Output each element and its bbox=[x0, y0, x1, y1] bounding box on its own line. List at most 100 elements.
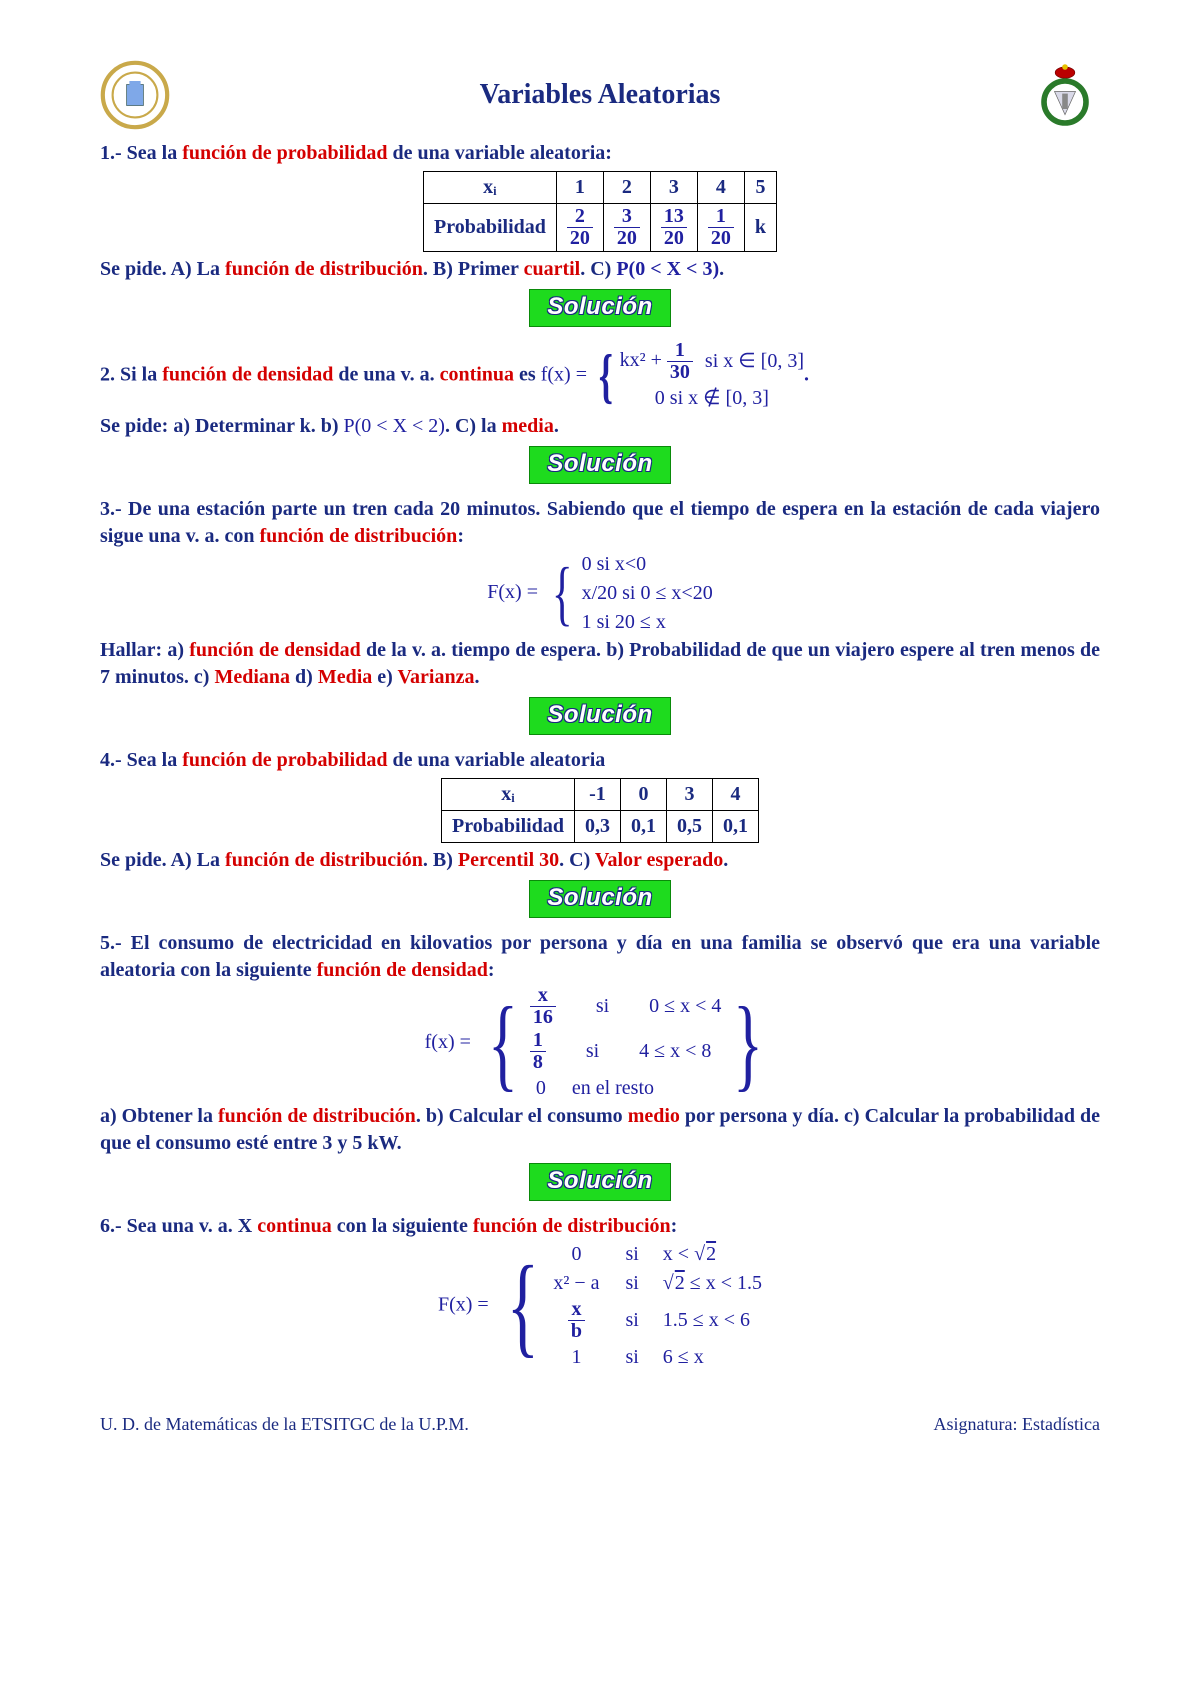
t: e) bbox=[372, 666, 397, 688]
math-expr: P(0 < X < 2) bbox=[344, 415, 445, 437]
td: Probabilidad bbox=[442, 811, 575, 843]
t: x/20 si 0 ≤ x<20 bbox=[582, 579, 713, 608]
q1-th-5: 5 bbox=[744, 172, 776, 204]
t: . B) Primer bbox=[423, 258, 524, 280]
t: media bbox=[502, 415, 554, 437]
q1-ask: Se pide. A) La función de distribución. … bbox=[100, 256, 1100, 283]
t: . bbox=[554, 415, 559, 437]
t: . C) la bbox=[445, 415, 502, 437]
t: 6 ≤ x bbox=[663, 1344, 704, 1371]
solucion-button-q3[interactable]: Solución bbox=[529, 697, 671, 735]
q1-td-5: k bbox=[744, 204, 776, 252]
frac-den: 30 bbox=[667, 362, 693, 383]
t: con la siguiente bbox=[332, 1215, 473, 1237]
q1-text-b: de una variable aleatoria: bbox=[387, 142, 611, 164]
t: si x ∈ [0, 3] bbox=[705, 348, 804, 375]
q2-ask: Se pide: a) Determinar k. b) P(0 < X < 2… bbox=[100, 413, 1100, 440]
t: de una variable aleatoria bbox=[387, 749, 605, 771]
q4-prompt: 4.- Sea la función de probabilidad de un… bbox=[100, 747, 1100, 774]
t: . B) bbox=[423, 849, 458, 871]
t: x² − a bbox=[551, 1270, 601, 1297]
t: 1 si 20 ≤ x bbox=[582, 608, 713, 637]
brace-left-icon: { bbox=[487, 984, 519, 1103]
t: función de probabilidad bbox=[182, 749, 387, 771]
seal-left-icon bbox=[100, 60, 170, 130]
t: . bbox=[723, 849, 728, 871]
t: función de distribución bbox=[259, 525, 457, 547]
t: Se pide. A) La bbox=[100, 258, 225, 280]
t: Percentil 30 bbox=[458, 849, 559, 871]
t: 3.- De una estación parte un tren cada 2… bbox=[100, 498, 1100, 547]
t: si bbox=[586, 1038, 599, 1065]
t: Se pide. A) La bbox=[100, 849, 225, 871]
math-fx: F(x) = bbox=[438, 1294, 494, 1316]
q1-th-xi: xᵢ bbox=[423, 172, 556, 204]
q2-piecewise: { kx² + 130 si x ∈ [0, 3] 0 si x ∉ [0, 3… bbox=[592, 339, 804, 413]
t: función de densidad bbox=[189, 639, 361, 661]
math-fx: f(x) = bbox=[541, 364, 592, 386]
q1-td-3: 1320 bbox=[650, 204, 697, 252]
math-fx: F(x) = bbox=[487, 581, 543, 603]
th: 3 bbox=[666, 779, 712, 811]
t: . C) bbox=[580, 258, 616, 280]
crest-right-icon bbox=[1030, 60, 1100, 130]
solucion-button-q1[interactable]: Solución bbox=[529, 289, 671, 327]
td: 0,5 bbox=[666, 811, 712, 843]
frac-den: 20 bbox=[567, 228, 593, 249]
frac-num: 1 bbox=[667, 340, 693, 362]
q3-prompt: 3.- De una estación parte un tren cada 2… bbox=[100, 496, 1100, 550]
q1-td-1: 220 bbox=[556, 204, 603, 252]
t: a) Obtener la bbox=[100, 1105, 218, 1127]
q6-piecewise: F(x) = { 0 si x < √2 x² − a si √2 ≤ x < … bbox=[100, 1240, 1100, 1372]
q5-ask: a) Obtener la función de distribución. b… bbox=[100, 1103, 1100, 1157]
frac-den: 20 bbox=[661, 228, 687, 249]
t: función de distribución bbox=[225, 849, 423, 871]
t: de una v. a. bbox=[333, 364, 439, 386]
td: 0,1 bbox=[620, 811, 666, 843]
frac-den: b bbox=[568, 1321, 585, 1342]
solucion-button-q5[interactable]: Solución bbox=[529, 1163, 671, 1201]
footer: U. D. de Matemáticas de la ETSITGC de la… bbox=[100, 1412, 1100, 1436]
t: . bbox=[719, 258, 724, 280]
q1-td-label: Probabilidad bbox=[423, 204, 556, 252]
t: . bbox=[474, 666, 479, 688]
frac-num: 1 bbox=[530, 1030, 546, 1052]
t: √ bbox=[663, 1272, 674, 1294]
t: función de distribución bbox=[473, 1215, 671, 1237]
t: 5.- El consumo de electricidad en kilova… bbox=[100, 932, 1100, 981]
t: es bbox=[514, 364, 541, 386]
brace-right-icon: } bbox=[732, 984, 764, 1103]
q6-prompt: 6.- Sea una v. a. X continua con la sigu… bbox=[100, 1213, 1100, 1240]
math-expr: P(0 < X < 3) bbox=[616, 258, 719, 280]
brace-left-icon: { bbox=[598, 339, 615, 413]
q1-th-1: 1 bbox=[556, 172, 603, 204]
solucion-button-q4[interactable]: Solución bbox=[529, 880, 671, 918]
brace-left-icon: { bbox=[505, 1240, 540, 1372]
t: 2 bbox=[674, 1272, 685, 1294]
t: si bbox=[625, 1344, 638, 1371]
q1-th-2: 2 bbox=[603, 172, 650, 204]
q5-piecewise: f(x) = { x16 si 0 ≤ x < 4 18 si 4 ≤ x < … bbox=[100, 984, 1100, 1103]
t: 2 bbox=[705, 1243, 716, 1265]
header: Variables Aleatorias bbox=[100, 60, 1100, 130]
frac-num: x bbox=[568, 1299, 585, 1321]
q1-prompt: 1.- Sea la función de probabilidad de un… bbox=[100, 140, 1100, 167]
t: cuartil bbox=[524, 258, 581, 280]
q4-table: xᵢ -1 0 3 4 Probabilidad 0,3 0,1 0,5 0,1 bbox=[441, 778, 759, 843]
t: . bbox=[804, 364, 809, 386]
t: 0 bbox=[551, 1241, 601, 1268]
td: 0,1 bbox=[712, 811, 758, 843]
t: d) bbox=[290, 666, 318, 688]
th: 4 bbox=[712, 779, 758, 811]
t: 1 bbox=[551, 1344, 601, 1371]
t: 4.- Sea la bbox=[100, 749, 182, 771]
solucion-button-q2[interactable]: Solución bbox=[529, 446, 671, 484]
t: Media bbox=[318, 666, 372, 688]
q1-td-2: 320 bbox=[603, 204, 650, 252]
t: función de densidad bbox=[317, 959, 488, 981]
q1-th-4: 4 bbox=[697, 172, 744, 204]
t: si bbox=[625, 1307, 638, 1334]
t: : bbox=[671, 1215, 678, 1237]
t: ≤ x < 1.5 bbox=[685, 1272, 762, 1294]
frac-num: 2 bbox=[567, 206, 593, 228]
